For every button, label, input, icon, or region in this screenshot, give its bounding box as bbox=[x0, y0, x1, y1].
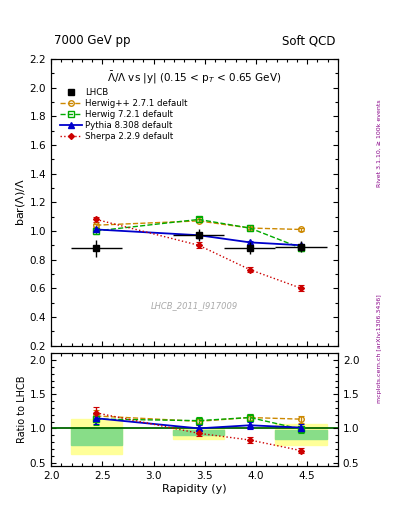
X-axis label: Rapidity (y): Rapidity (y) bbox=[162, 483, 227, 494]
Y-axis label: Ratio to LHCB: Ratio to LHCB bbox=[17, 376, 27, 443]
Bar bbox=[275, 424, 327, 445]
Text: LHCB_2011_I917009: LHCB_2011_I917009 bbox=[151, 301, 238, 310]
Text: $\bar{\Lambda}/\Lambda$ vs |y| (0.15 < p$_T$ < 0.65 GeV): $\bar{\Lambda}/\Lambda$ vs |y| (0.15 < p… bbox=[107, 70, 282, 87]
Text: Soft QCD: Soft QCD bbox=[282, 34, 335, 48]
Bar bbox=[173, 428, 224, 439]
Y-axis label: bar($\Lambda$)/$\Lambda$: bar($\Lambda$)/$\Lambda$ bbox=[14, 178, 27, 226]
Bar bbox=[71, 419, 122, 454]
Bar bbox=[275, 430, 327, 439]
Bar bbox=[173, 430, 224, 435]
Text: mcplots.cern.ch [arXiv:1306.3436]: mcplots.cern.ch [arXiv:1306.3436] bbox=[377, 294, 382, 402]
Legend: LHCB, Herwig++ 2.7.1 default, Herwig 7.2.1 default, Pythia 8.308 default, Sherpa: LHCB, Herwig++ 2.7.1 default, Herwig 7.2… bbox=[58, 86, 189, 143]
Bar bbox=[71, 429, 122, 445]
Text: 7000 GeV pp: 7000 GeV pp bbox=[54, 34, 130, 48]
Text: Rivet 3.1.10, ≥ 100k events: Rivet 3.1.10, ≥ 100k events bbox=[377, 99, 382, 187]
